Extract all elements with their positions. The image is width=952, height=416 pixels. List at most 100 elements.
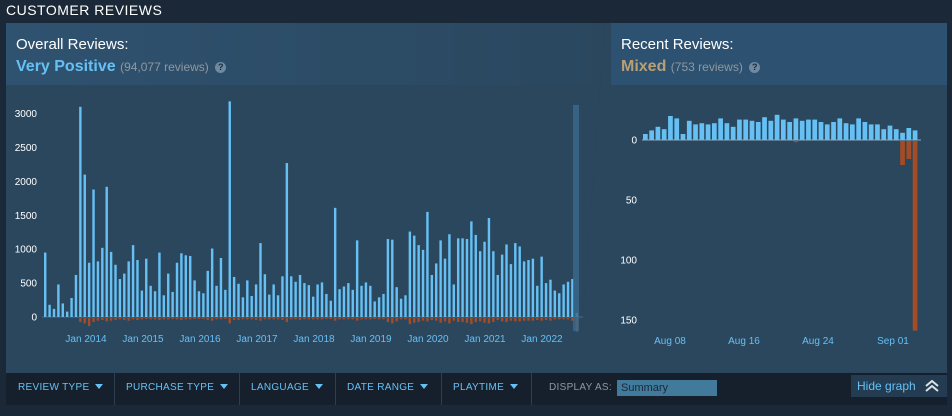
positive-bar (906, 128, 912, 140)
negative-bar (452, 318, 456, 321)
negative-bar (382, 318, 385, 320)
negative-bar (246, 318, 249, 320)
playtime-filter[interactable]: PLAYTIME (453, 382, 519, 396)
negative-bar (505, 318, 508, 323)
negative-bar (298, 318, 302, 321)
positive-bar (781, 119, 786, 140)
negative-bar (448, 318, 451, 324)
negative-bar (206, 318, 209, 321)
positive-bar (509, 264, 513, 317)
negative-bar (210, 318, 214, 321)
positive-bar (831, 122, 836, 140)
positive-bar (259, 243, 262, 317)
y-tick-label: 0 (631, 136, 637, 147)
language-filter[interactable]: LANGUAGE (251, 382, 323, 396)
y-tick-label: 3000 (15, 109, 38, 120)
positive-bar (483, 241, 486, 317)
positive-bar (868, 124, 874, 140)
positive-bar (408, 231, 412, 317)
positive-bar (799, 120, 805, 140)
positive-bar (686, 120, 692, 140)
positive-bar (342, 286, 346, 317)
positive-bar (531, 258, 535, 317)
overall-rating-summary[interactable]: Very Positive (16, 58, 116, 75)
recent-rating-summary[interactable]: Mixed (621, 58, 667, 75)
review-type-filter[interactable]: REVIEW TYPE (18, 382, 104, 396)
positive-bar (175, 262, 179, 317)
negative-bar (87, 318, 91, 327)
positive-bar (724, 123, 730, 140)
positive-bar (48, 304, 51, 317)
positive-bar (325, 293, 328, 317)
negative-bar (351, 318, 354, 320)
negative-bar (272, 318, 275, 320)
negative-bar (158, 318, 161, 321)
positive-bar (837, 118, 843, 140)
negative-bar (566, 318, 570, 320)
positive-bar (456, 238, 460, 317)
y-tick-label: 100 (620, 256, 637, 267)
overall-reviews-header: Overall Reviews: Very Positive (94,077 r… (6, 23, 610, 85)
positive-bar (478, 251, 482, 317)
purchase-type-filter[interactable]: PURCHASE TYPE (126, 382, 229, 396)
x-tick-label: Sep 01 (877, 336, 909, 347)
positive-bar (127, 261, 130, 317)
positive-bar (787, 122, 792, 140)
positive-bar (912, 130, 918, 140)
x-tick-label: Jan 2022 (521, 334, 563, 345)
negative-bar (307, 318, 311, 320)
date-range-filter[interactable]: DATE RANGE (347, 382, 429, 396)
positive-bar (435, 263, 438, 317)
negative-bar (360, 318, 363, 320)
negative-bar (140, 318, 144, 320)
question-mark-icon[interactable]: ? (215, 62, 227, 73)
display-as-select[interactable]: Summary (617, 380, 717, 396)
positive-bar (250, 295, 253, 317)
positive-bar (505, 244, 508, 317)
negative-bar (355, 318, 359, 321)
hide-graph-button[interactable]: Hide graph (851, 375, 947, 397)
x-tick-label: Jan 2015 (122, 334, 164, 345)
negative-bar (465, 318, 469, 323)
positive-bar (421, 249, 425, 317)
positive-bar (184, 255, 188, 317)
positive-bar (96, 261, 100, 317)
positive-bar (87, 262, 91, 317)
positive-bar (307, 285, 311, 317)
positive-bar (145, 258, 148, 317)
positive-bar (162, 295, 166, 317)
overall-rating: Very Positive (94,077 reviews) ? (16, 58, 227, 76)
negative-bar (109, 318, 113, 321)
positive-bar (237, 283, 240, 317)
negative-bar (531, 318, 535, 321)
positive-bar (768, 120, 774, 140)
positive-bar (448, 234, 451, 317)
positive-bar (316, 284, 319, 317)
negative-bar (900, 141, 905, 165)
negative-bar (127, 318, 130, 321)
positive-bar (355, 240, 359, 317)
positive-bar (893, 129, 899, 140)
negative-bar (105, 318, 108, 322)
positive-bar (806, 119, 811, 140)
positive-bar (303, 283, 306, 317)
positive-bar (224, 289, 227, 317)
x-tick-label: Jan 2020 (407, 334, 449, 345)
positive-bar (755, 122, 761, 140)
negative-bar (456, 318, 460, 323)
negative-bar (461, 318, 464, 323)
negative-bar (395, 318, 398, 322)
positive-bar (492, 251, 495, 317)
negative-bar (259, 318, 262, 321)
positive-bar (843, 123, 849, 140)
negative-bar (474, 318, 477, 323)
positive-bar (536, 285, 539, 317)
positive-bar (263, 274, 267, 317)
negative-bar (312, 318, 315, 320)
recent-rating: Mixed (753 reviews) ? (621, 58, 761, 76)
positive-bar (527, 260, 530, 317)
chevron-down-icon (95, 384, 104, 389)
positive-bar (215, 285, 218, 317)
question-mark-icon[interactable]: ? (749, 62, 761, 73)
negative-bar (509, 318, 513, 321)
